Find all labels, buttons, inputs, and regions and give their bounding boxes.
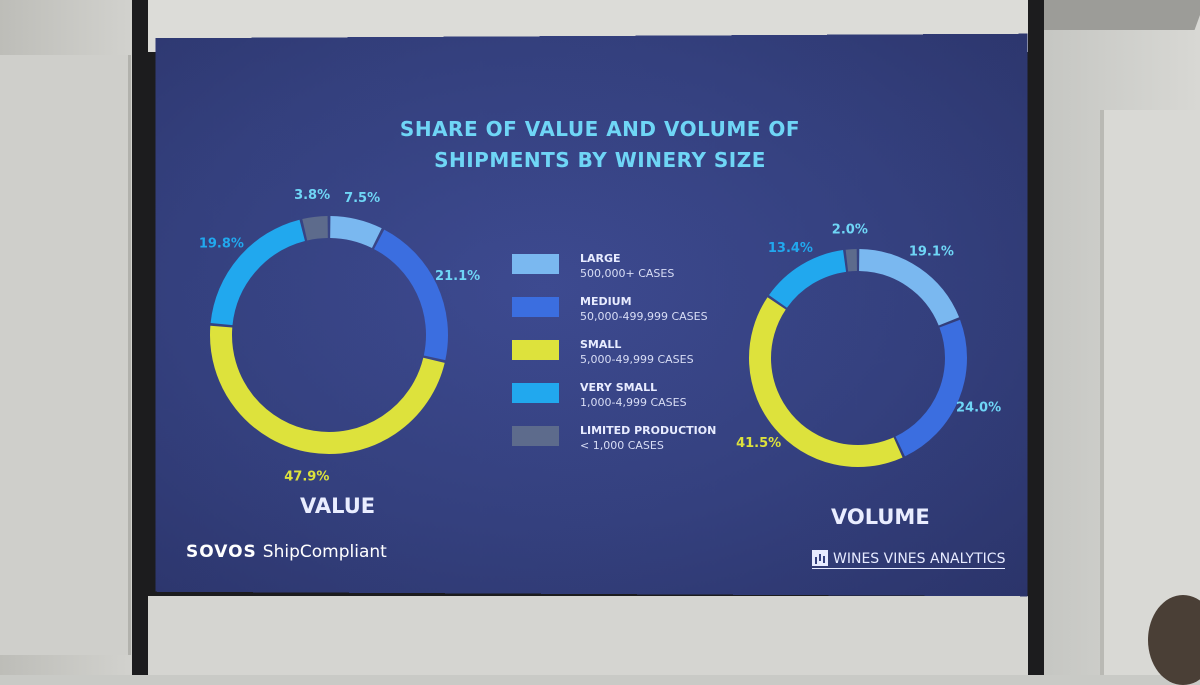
legend-name-very-small: VERY SMALL — [580, 381, 657, 394]
value-label-medium: 21.1% — [435, 269, 480, 284]
legend-name-medium: MEDIUM — [580, 295, 632, 308]
value-label-large: 7.5% — [344, 191, 380, 206]
legend-desc-large: 500,000+ CASES — [580, 267, 674, 280]
volume-slice-small — [760, 303, 898, 456]
volume-label-limited-production: 2.0% — [832, 222, 868, 237]
chart-legend: LARGE 500,000+ CASES MEDIUM 50,000-499,9… — [512, 252, 762, 467]
legend-desc-limited-production: < 1,000 CASES — [580, 439, 664, 452]
value-slice-limited-production — [305, 227, 328, 230]
legend-item-very-small: VERY SMALL 1,000-4,999 CASES — [512, 381, 762, 424]
legend-swatch-very-small — [512, 383, 559, 403]
volume-slice-limited-production — [847, 260, 857, 261]
legend-item-large: LARGE 500,000+ CASES — [512, 252, 762, 295]
legend-item-limited-production: LIMITED PRODUCTION < 1,000 CASES — [512, 424, 762, 467]
value-slice-medium — [379, 239, 437, 357]
legend-swatch-limited-production — [512, 426, 559, 446]
legend-item-small: SMALL 5,000-49,999 CASES — [512, 338, 762, 381]
legend-item-medium: MEDIUM 50,000-499,999 CASES — [512, 295, 762, 338]
wines-vines-analytics-logo: WINES VINES ANALYTICS — [812, 550, 1005, 569]
volume-label-medium: 24.0% — [956, 401, 1001, 416]
value-label-limited-production: 3.8% — [294, 188, 330, 203]
wines-vines-analytics-wordmark: WINES VINES ANALYTICS — [833, 551, 1005, 567]
volume-label-large: 19.1% — [909, 245, 954, 260]
legend-name-small: SMALL — [580, 338, 621, 351]
sovos-shipcompliant-logo: SOVOS ShipCompliant — [186, 542, 387, 562]
value-chart-caption: VALUE — [300, 494, 375, 518]
value-slice-small — [221, 327, 434, 443]
legend-desc-small: 5,000-49,999 CASES — [580, 353, 694, 366]
volume-slice-large — [859, 260, 949, 321]
legend-name-limited-production: LIMITED PRODUCTION — [580, 424, 716, 437]
legend-swatch-medium — [512, 297, 559, 317]
legend-swatch-small — [512, 340, 559, 360]
sovos-wordmark: SOVOS — [186, 542, 257, 562]
volume-chart-caption: VOLUME — [831, 505, 930, 529]
value-label-very-small: 19.8% — [199, 236, 244, 251]
value-donut-chart: 7.5% 21.1% 47.9% 19.8% 3.8% — [199, 188, 480, 484]
value-slice-large — [330, 227, 377, 238]
volume-donut-chart: 19.1%24.0%41.5%13.4%2.0% — [736, 222, 1001, 456]
legend-desc-very-small: 1,000-4,999 CASES — [580, 396, 687, 409]
volume-slice-very-small — [778, 261, 845, 302]
legend-desc-medium: 50,000-499,999 CASES — [580, 310, 708, 323]
shipcompliant-wordmark: ShipCompliant — [263, 542, 387, 562]
legend-swatch-large — [512, 254, 559, 274]
volume-slice-medium — [900, 324, 956, 447]
legend-name-large: LARGE — [580, 252, 621, 265]
value-label-small: 47.9% — [284, 469, 329, 484]
volume-label-very-small: 13.4% — [768, 241, 813, 256]
bar-chart-icon — [812, 550, 828, 566]
